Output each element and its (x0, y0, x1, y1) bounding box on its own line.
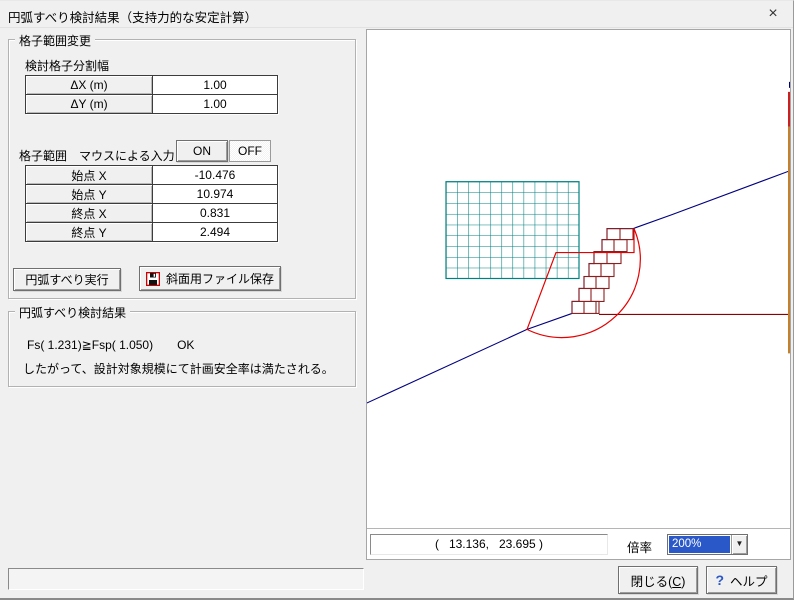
slip-circle-arc (526, 228, 641, 339)
save-slope-file-button[interactable]: 斜面用ファイル保存 (139, 266, 281, 291)
table-row: ΔX (m) 1.00 (25, 75, 278, 95)
drawing-panel: ( 13.136, 23.695 ) 倍率 200% ▼ (366, 29, 791, 560)
scale-label: 倍率 (627, 541, 653, 555)
result-conclusion: したがって、設計対象規模にて計画安全率は満たされる。 (23, 362, 334, 376)
dialog-title: 円弧すべり検討結果（支持力的な安定計算） (8, 11, 258, 25)
division-table: ΔX (m) 1.00 ΔY (m) 1.00 (25, 75, 278, 114)
grid-range-legend: 格子範囲変更 (15, 32, 96, 49)
save-slope-file-button-label: 斜面用ファイル保存 (165, 272, 274, 286)
delta-x-value[interactable]: 1.00 (152, 75, 278, 95)
search-grid (445, 181, 580, 280)
table-row: 終点 X 0.831 (25, 203, 278, 223)
end-x-value[interactable]: 0.831 (152, 203, 278, 223)
grid-range-groupbox: 格子範囲変更 検討格子分割幅 ΔX (m) 1.00 ΔY (m) 1.00 格… (8, 32, 356, 299)
table-row: 始点 X -10.476 (25, 165, 278, 185)
start-y-header: 始点 Y (25, 184, 153, 204)
canvas-footer: ( 13.136, 23.695 ) 倍率 200% ▼ (367, 529, 790, 559)
drawing-canvas[interactable] (367, 30, 790, 529)
mouse-input-label: マウスによる入力 (79, 149, 175, 163)
close-icon[interactable]: × (768, 5, 778, 22)
start-x-value[interactable]: -10.476 (152, 165, 278, 185)
scale-selected-value: 200% (669, 536, 730, 553)
scale-combobox[interactable]: 200% ▼ (667, 534, 748, 555)
grid-range-label: 格子範囲 (19, 149, 68, 163)
table-row: ΔY (m) 1.00 (25, 94, 278, 114)
mouse-input-on-button[interactable]: ON (176, 140, 228, 162)
table-row: 終点 Y 2.494 (25, 222, 278, 242)
run-slip-button[interactable]: 円弧すべり実行 (13, 268, 121, 291)
mouse-input-off-button[interactable]: OFF (229, 140, 271, 162)
division-width-label: 検討格子分割幅 (25, 59, 110, 73)
retaining-wall (571, 228, 634, 314)
range-table: 始点 X -10.476 始点 Y 10.974 終点 X 0.831 終点 Y… (25, 165, 278, 242)
table-row: 始点 Y 10.974 (25, 184, 278, 204)
chevron-down-icon[interactable]: ▼ (731, 535, 747, 554)
delta-y-value[interactable]: 1.00 (152, 94, 278, 114)
start-y-value[interactable]: 10.974 (152, 184, 278, 204)
help-question-icon: ? (715, 572, 725, 588)
floppy-disk-icon (145, 271, 160, 286)
delta-x-header: ΔX (m) (25, 75, 153, 95)
result-groupbox: 円弧すべり検討結果 Fs( 1.231)≧Fsp( 1.050) OK したがっ… (8, 304, 356, 387)
close-button[interactable]: 閉じる(C) (618, 566, 698, 594)
title-bar: 円弧すべり検討結果（支持力的な安定計算） × (0, 1, 793, 28)
help-button-label: ヘルプ (730, 574, 768, 589)
result-legend: 円弧すべり検討結果 (15, 304, 131, 321)
status-bar (8, 568, 364, 590)
cursor-coordinates: ( 13.136, 23.695 ) (370, 534, 608, 555)
start-x-header: 始点 X (25, 165, 153, 185)
end-y-value[interactable]: 2.494 (152, 222, 278, 242)
end-y-header: 終点 Y (25, 222, 153, 242)
help-button[interactable]: ? ヘルプ (706, 566, 777, 594)
run-slip-button-label: 円弧すべり実行 (25, 273, 109, 287)
slip-mass-outline (526, 228, 635, 330)
close-button-label: 閉じる(C) (630, 574, 686, 589)
end-x-header: 終点 X (25, 203, 153, 223)
delta-y-header: ΔY (m) (25, 94, 153, 114)
safety-factor-result: Fs( 1.231)≧Fsp( 1.050) OK (27, 338, 195, 352)
